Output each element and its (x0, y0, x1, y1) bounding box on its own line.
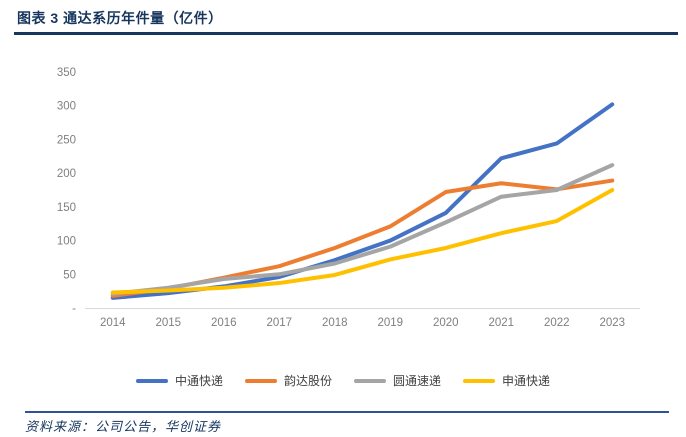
title-divider (14, 32, 678, 35)
legend-item-3: 申通快递 (463, 372, 550, 389)
x-axis-label: 2015 (155, 317, 181, 329)
source-note: 资料来源：公司公告，华创证券 (25, 419, 222, 434)
legend-label: 申通快递 (502, 374, 551, 388)
x-axis-label: 2019 (377, 317, 403, 329)
series-line-2 (110, 163, 615, 296)
series-line-1 (110, 178, 615, 298)
legend-label: 圆通速递 (393, 374, 442, 388)
line-chart: - 50 100 150 200 250 300 350 2014 2015 2016 2017 201… (57, 67, 640, 329)
legend-swatch-icon (244, 378, 277, 383)
legend-swatch-icon (354, 378, 386, 383)
x-axis-label: 2017 (266, 317, 292, 329)
footer-divider (25, 411, 669, 413)
x-axis-label: 2014 (100, 317, 126, 329)
legend-item-0: 中通快递 (135, 372, 223, 389)
x-axis-label: 2023 (599, 317, 625, 329)
y-axis-tick-label: 50 (63, 269, 76, 281)
legend-label: 韵达股份 (283, 374, 332, 388)
y-axis-tick-label: 150 (57, 202, 76, 214)
chart-legend: 中通快递 韵达股份 圆通速递 申通快递 (0, 372, 686, 389)
x-axis-label: 2016 (211, 317, 237, 329)
y-axis-tick-label: 350 (57, 67, 76, 79)
x-axis-label: 2022 (544, 317, 570, 329)
x-axis-label: 2020 (433, 317, 459, 329)
x-axis-label: 2018 (322, 317, 348, 329)
legend-swatch-icon (135, 378, 168, 383)
legend-item-2: 圆通速递 (354, 372, 441, 389)
figure-title: 图表 3 通达系历年件量（亿件） (17, 10, 223, 26)
legend-item-1: 韵达股份 (244, 372, 332, 389)
y-axis-tick-label: 300 (57, 101, 76, 113)
x-axis-label: 2021 (488, 317, 514, 329)
series-line-3 (110, 188, 615, 295)
legend-swatch-icon (463, 378, 496, 383)
legend-label: 中通快递 (174, 374, 223, 388)
y-axis-tick-label: 250 (57, 134, 76, 146)
y-axis-tick-label: - (72, 303, 76, 315)
y-axis-tick-label: 200 (57, 168, 76, 180)
y-axis-tick-label: 100 (57, 236, 76, 248)
